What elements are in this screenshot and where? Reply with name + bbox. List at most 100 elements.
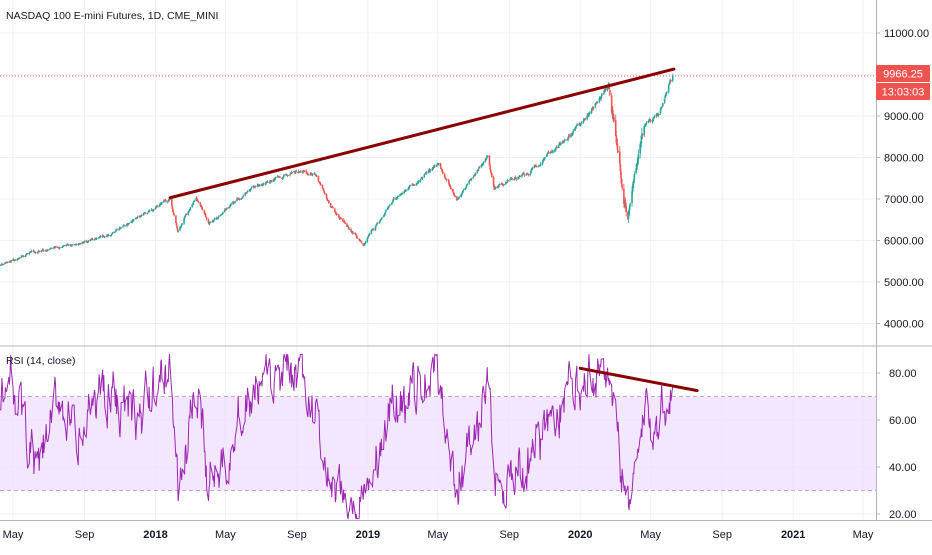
rsi-trendline	[578, 366, 699, 393]
candle-body	[603, 90, 605, 93]
candle-body	[363, 245, 365, 247]
candle-body	[559, 144, 562, 145]
time-tick-label: Sep	[499, 529, 519, 541]
candle-body	[656, 113, 659, 116]
candle-body	[653, 116, 656, 118]
candle-body	[513, 178, 516, 180]
candle-body	[460, 194, 462, 198]
rsi-tick-label: 20.00	[889, 509, 917, 521]
candle-body	[635, 168, 637, 174]
candle-body	[319, 184, 322, 186]
candle-body	[445, 178, 447, 180]
candle-body	[249, 189, 252, 192]
candle-body	[266, 181, 269, 183]
candle-body	[303, 170, 306, 172]
candle-body	[326, 198, 328, 201]
candle-body	[2, 263, 4, 265]
candle-body	[311, 173, 314, 175]
candle-body	[669, 81, 671, 84]
candle-body	[0, 264, 2, 266]
candle-body	[218, 215, 220, 217]
candle-body	[147, 212, 149, 214]
candle-body	[242, 195, 245, 197]
candle-body	[34, 252, 37, 254]
candle-body	[188, 210, 191, 212]
candle-body	[48, 249, 51, 250]
candle-body	[424, 172, 427, 174]
candle-body	[203, 210, 206, 214]
candle-body	[555, 148, 557, 151]
candle-body	[497, 185, 500, 187]
candle-body	[70, 245, 73, 247]
candle-body	[405, 189, 408, 191]
candle-body	[38, 251, 41, 253]
price-tick-label: 5000.00	[884, 277, 924, 289]
candle-body	[127, 224, 129, 225]
rsi-band-layer	[0, 396, 876, 491]
candle-body	[586, 115, 589, 119]
candle-body	[325, 193, 328, 199]
candle-body	[265, 182, 267, 185]
candle-body	[110, 234, 113, 236]
candle-body	[494, 187, 497, 190]
candle-body	[258, 184, 261, 187]
candle-body	[552, 150, 554, 153]
candle-body	[605, 88, 607, 90]
candle-body	[207, 219, 210, 224]
candle-body	[482, 161, 485, 164]
candle-body	[261, 184, 263, 185]
candle-body	[185, 214, 188, 215]
candle-body	[208, 222, 211, 225]
candle-body	[380, 219, 383, 220]
candle-body	[598, 98, 601, 102]
candle-body	[13, 260, 16, 262]
candle-body	[350, 228, 352, 232]
candle-body	[192, 202, 195, 205]
candle-body	[155, 206, 157, 208]
candle-body	[262, 183, 265, 185]
candle-body	[187, 210, 190, 213]
candle-body	[574, 128, 576, 132]
candle-body	[233, 202, 236, 204]
candle-body	[346, 223, 348, 227]
candle-body	[627, 214, 630, 219]
candle-body	[424, 173, 426, 175]
candle-body	[238, 199, 241, 201]
candle-body	[62, 246, 64, 248]
candle-body	[438, 163, 440, 165]
candle-body	[620, 171, 622, 179]
candle-body	[417, 181, 419, 184]
candle-body	[557, 144, 560, 148]
candle-body	[184, 215, 187, 217]
candle-body	[257, 184, 260, 186]
candle-body	[26, 253, 29, 255]
candle-body	[631, 187, 634, 192]
candle-body	[456, 196, 458, 200]
candle-body	[115, 229, 117, 232]
candle-body	[286, 174, 288, 176]
candle-body	[30, 250, 33, 252]
candle-body	[629, 203, 632, 205]
candle-body	[335, 212, 337, 215]
candle-body	[485, 159, 487, 160]
candle-body	[69, 244, 72, 246]
candle-body	[338, 214, 340, 218]
candle-body	[413, 184, 415, 185]
candle-body	[177, 230, 180, 232]
candle-body	[358, 238, 360, 241]
candle-body	[14, 259, 17, 261]
candle-body	[309, 173, 312, 175]
candle-body	[175, 215, 177, 223]
candle-body	[102, 235, 104, 237]
candle-body	[375, 224, 377, 227]
candle-body	[498, 184, 501, 186]
price-tick-label: 7000.00	[884, 194, 924, 206]
candle-body	[200, 205, 202, 207]
candle-body	[458, 196, 461, 198]
candle-body	[200, 206, 203, 208]
candle-body	[28, 252, 31, 255]
candle-body	[407, 189, 409, 191]
candle-body	[299, 171, 302, 173]
candle-body	[189, 209, 191, 211]
